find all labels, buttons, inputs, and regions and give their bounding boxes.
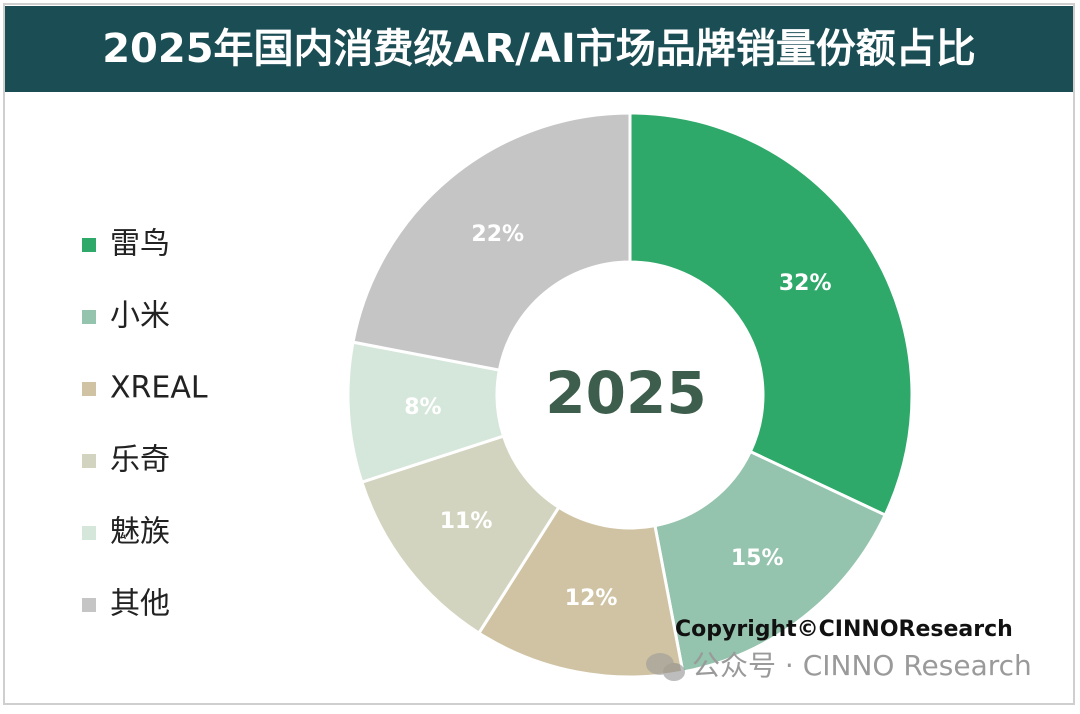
donut-segment [351,111,632,372]
legend-swatch [82,526,96,540]
legend-label: 乐奇 [110,443,170,478]
donut: 32% 15% 12% 11% 8% 22% [346,111,914,679]
legend-label: 其他 [110,587,170,622]
center-label: 2025 [545,359,706,427]
chart-title: 2025年国内消费级AR/AI市场品牌销量份额占比 [102,26,976,72]
value-label: 11% [440,509,493,534]
wechat-icon [646,653,685,681]
donut-segment [628,111,914,518]
donut-segment [653,449,888,674]
legend-swatch [82,310,96,324]
legend-swatch [82,238,96,252]
legend-swatch [82,454,96,468]
legend-label: 雷鸟 [110,227,170,262]
legend-label: XREAL [110,371,208,406]
value-label: 15% [731,546,784,571]
legend-swatch [82,598,96,612]
title-bar [5,6,1073,92]
value-label: 32% [779,271,832,296]
value-label: 12% [565,586,618,611]
legend-label: 魅族 [110,515,170,550]
value-label: 8% [404,395,441,420]
watermark: 公众号 · CINNO Research [692,649,1032,682]
legend-swatch [82,382,96,396]
donut-segment [476,505,685,679]
value-label: 22% [471,222,524,247]
copyright: Copyright©CINNOResearch [675,617,1013,642]
legend-label: 小米 [110,299,170,334]
